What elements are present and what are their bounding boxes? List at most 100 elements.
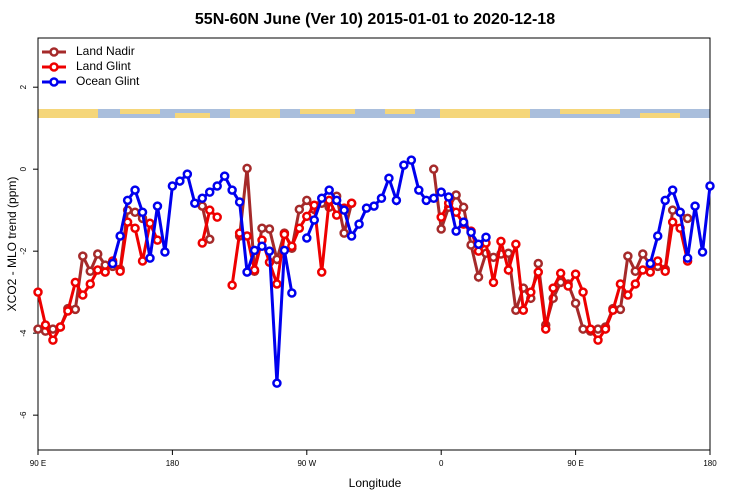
series-line [432,168,689,333]
data-point [287,241,297,252]
data-point [331,195,342,206]
y-tick-label: -2 [19,247,28,255]
data-point [585,324,596,334]
data-point [481,232,491,242]
data-point [570,298,581,308]
data-point [555,268,566,279]
data-point [78,290,88,300]
data-point [331,210,342,220]
data-point [48,324,58,334]
data-point [578,287,588,297]
data-point [137,256,148,266]
data-point [92,249,103,259]
data-point [122,195,133,206]
data-point [257,241,267,252]
data-point [615,279,626,289]
data-point [473,239,484,249]
data-point [175,176,185,186]
data-point [548,283,558,293]
data-point [324,185,334,195]
data-point [100,267,110,277]
data-point [660,266,670,277]
land-ocean-strip [38,109,710,118]
data-point [115,231,125,241]
data-point [212,212,222,222]
x-tick-label: 90 E [30,459,46,468]
data-point [85,279,96,289]
data-point [436,212,446,222]
data-point [115,266,125,277]
data-point [152,235,163,245]
data-point [615,304,626,315]
x-tick-label: 90 W [297,459,316,468]
data-point [511,239,521,249]
data-point [354,219,364,229]
data-point [705,181,715,191]
data-point [414,185,424,195]
data-point [652,256,663,266]
data-point [630,266,641,277]
data-point [227,185,237,195]
data-point [190,198,200,208]
data-point [316,193,327,204]
data-point [503,265,514,275]
data-point [302,195,312,206]
data-point [249,245,260,256]
data-point [593,324,603,334]
data-point [645,267,656,277]
data-point [145,253,155,263]
legend-label: Ocean Glint [76,74,140,88]
data-point [309,215,320,225]
data-point [608,305,618,315]
data-point [197,201,208,211]
data-point [578,324,588,334]
legend-label: Land Nadir [76,44,135,58]
data-point [682,213,693,224]
data-point [294,223,305,233]
data-point [242,163,252,174]
x-tick-label: 90 E [567,459,583,468]
data-point [122,217,133,227]
data-point [675,207,685,217]
data-point [227,280,237,290]
x-tick-label: 180 [166,459,180,468]
data-point [376,193,387,204]
data-point [369,201,379,211]
data-point [533,267,544,277]
data-point [346,231,357,241]
data-point [302,211,312,222]
data-point [346,198,357,208]
data-point [473,272,484,282]
data-point [302,233,312,243]
legend-marker [49,47,59,57]
data-point [152,201,163,211]
data-point [63,306,73,316]
data-point [421,195,432,206]
y-tick-label: 2 [19,84,28,89]
data-point [488,252,499,263]
data-point [78,251,88,261]
data-point [197,193,208,204]
data-point [264,246,275,256]
data-point [257,223,267,233]
data-point [309,200,320,211]
data-point [488,277,499,288]
data-point [526,287,536,297]
data-point [107,258,118,269]
data-point [623,290,633,300]
x-tick-label: 180 [703,459,717,468]
data-point [511,305,521,315]
data-point [324,195,334,206]
data-point [287,288,297,298]
data-point [458,202,469,213]
legend-marker [49,77,59,87]
data-point [682,253,693,263]
data-point [428,193,439,204]
data-point [667,217,678,227]
data-point [697,247,708,257]
data-point [70,277,81,288]
data-point [197,238,208,248]
data-point [294,204,305,215]
data-point [339,228,349,238]
